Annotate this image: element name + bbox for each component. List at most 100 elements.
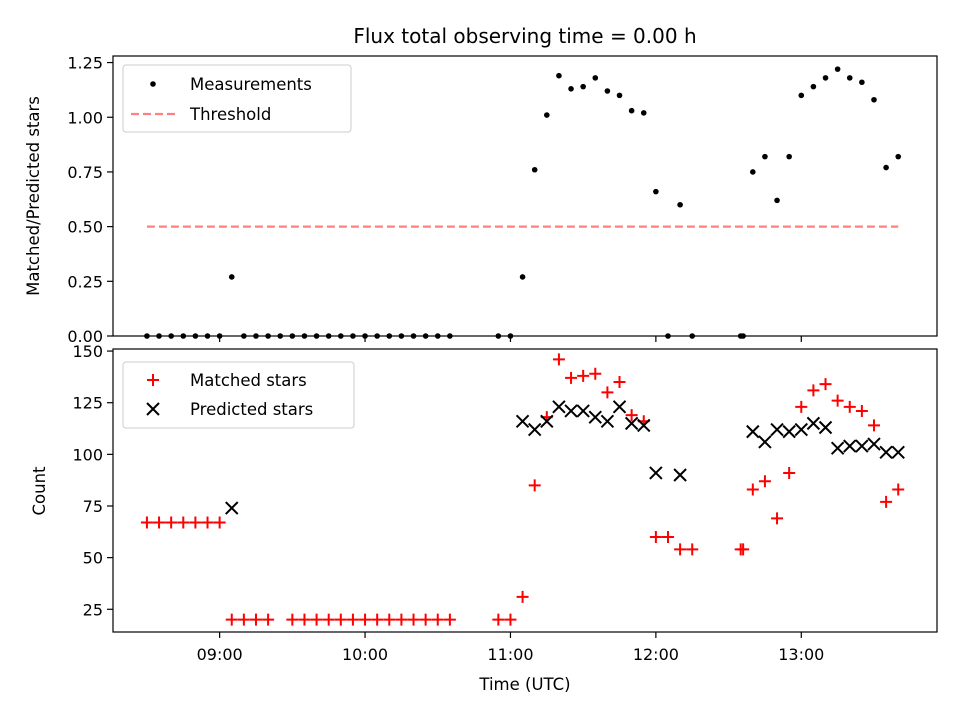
matched-star-point [201,516,214,529]
bottom-y-ticks: 25 50 75 100 125 150 [72,342,113,619]
matched-star-point [346,613,359,626]
matched-star-point [565,371,578,384]
measurement-point [859,79,865,86]
bottom-legend-box [122,361,355,429]
matched-star-point [516,590,529,603]
matched-star-point [322,613,335,626]
measurement-point [228,274,235,280]
bottom-x-ticks: 09:00 10:00 11:00 12:00 13:00 [197,632,824,664]
predicted-star-point [806,416,821,431]
measurement-point [871,96,877,103]
predicted-star-point [746,424,760,439]
matched-star-point [492,613,505,626]
predicted-star-point [225,501,239,515]
matched-star-point [504,613,517,626]
top-y-tick-label: 1.25 [67,54,103,73]
matched-star-point [746,483,759,496]
top-y-tick-label: 0.50 [67,218,103,237]
predicted-star-point [891,445,905,459]
predicted-star-point [637,418,651,433]
bottom-x-tick-label: 11:00 [487,645,533,664]
matched-star-point [383,613,396,626]
measurement-point [895,153,902,160]
measurement-point [616,92,623,99]
predicted-star-point [527,422,542,437]
top-y-tick-label: 1.00 [67,108,103,127]
measurement-point [580,83,586,90]
matched-star-point [795,400,808,413]
predicted-star-point [540,414,554,429]
top-y-tick-label: 0.75 [67,163,103,182]
matched-star-point [213,516,226,529]
predicted-star-point [794,422,808,437]
measurement-point [568,86,574,92]
predicted-star-point [782,424,796,439]
bottom-plot-marks [140,353,905,626]
predicted-star-point [843,439,857,453]
matched-star-point [577,369,590,382]
predicted-star-point [649,466,663,480]
matched-star-point [686,543,699,556]
measurement-point [604,88,611,94]
bottom-y-tick-label: 100 [72,445,103,464]
predicted-star-point [552,400,566,414]
matched-star-point [758,475,771,488]
bottom-legend: Matched stars Predicted stars [122,361,355,429]
predicted-star-point [818,420,833,435]
bottom-x-tick-label: 12:00 [633,645,679,664]
matched-star-point [334,613,347,626]
matched-star-point [140,516,153,529]
bottom-plot-frame [112,348,938,633]
bottom-y-tick-label: 25 [83,600,103,619]
predicted-star-point [624,416,639,431]
predicted-star-point [879,445,893,459]
measurement-point [834,66,841,72]
matched-star-point [225,613,238,626]
top-plot-frame [112,55,938,337]
matched-star-point [843,400,856,413]
matched-star-point [855,404,868,417]
predicted-star-point [588,410,602,424]
predicted-star-point [576,404,590,418]
matched-star-point [298,613,311,626]
matched-star-point [771,512,784,525]
matched-star-point [589,367,602,380]
measurement-point [531,166,538,173]
matched-star-point [262,613,275,626]
matched-star-point [153,516,166,529]
bottom-y-tick-label: 125 [72,394,103,413]
matched-star-point [431,613,444,626]
predicted-star-point [515,414,530,429]
predicted-star-point [564,404,578,418]
matched-star-point [359,613,372,626]
legend-measurements-label: Measurements [190,75,312,94]
predicted-star-point [855,439,869,453]
measurement-point [556,72,562,79]
measurement-point [883,164,889,171]
measurement-point [846,75,853,81]
measurement-point [810,83,817,90]
matched-star-point [807,384,820,397]
matched-star-point [286,613,299,626]
measurement-point [822,75,829,81]
bottom-x-tick-label: 13:00 [778,645,824,664]
measurement-point [592,75,599,81]
matched-star-point [189,516,202,529]
top-y-tick-label: 0.25 [67,272,103,291]
matched-star-point [407,613,420,626]
matched-star-point [625,409,638,422]
predicted-star-point [600,414,615,429]
predicted-star-point [867,437,881,451]
matched-star-point [249,613,262,626]
bottom-y-axis-label: Count [30,466,49,516]
predicted-star-point [830,441,845,455]
measurement-point [519,274,526,280]
matched-star-point [880,495,893,508]
matched-star-point [674,543,687,556]
matched-star-point [831,394,844,407]
top-x-ticks [219,336,802,342]
top-y-ticks: 0.00 0.25 0.50 0.75 1.00 1.25 [67,54,113,346]
predicted-star-point [673,468,687,482]
bottom-y-tick-label: 150 [72,342,103,361]
